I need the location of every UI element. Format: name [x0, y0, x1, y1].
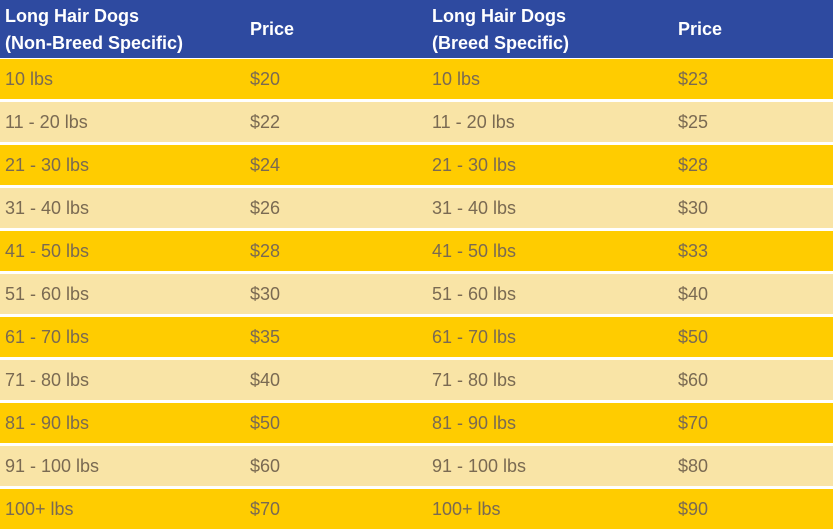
- cell-breed-weight: 100+ lbs: [432, 499, 501, 519]
- cell-non-breed-price: $40: [250, 370, 281, 390]
- cell-breed-weight: 11 - 20 lbs: [432, 112, 515, 132]
- table-row: 61 - 70 lbs $35 61 - 70 lbs $50: [0, 317, 833, 357]
- header-breed-weight: Long Hair Dogs (Breed Specific): [432, 3, 569, 61]
- cell-non-breed-weight: 51 - 60 lbs: [5, 284, 90, 304]
- cell-breed-price: $80: [678, 456, 709, 476]
- cell-breed-price: $33: [678, 241, 709, 261]
- table-row: 11 - 20 lbs $22 11 - 20 lbs $25: [0, 102, 833, 142]
- cell-breed-weight: 81 - 90 lbs: [432, 413, 517, 433]
- table-row: 91 - 100 lbs $60 91 - 100 lbs $80: [0, 446, 833, 486]
- table-header: Long Hair Dogs (Non-Breed Specific) Pric…: [0, 0, 833, 58]
- cell-breed-price: $25: [678, 112, 709, 132]
- cell-non-breed-price: $24: [250, 155, 281, 175]
- cell-non-breed-price: $30: [250, 284, 281, 304]
- cell-non-breed-weight: 21 - 30 lbs: [5, 155, 90, 175]
- cell-non-breed-weight: 41 - 50 lbs: [5, 241, 90, 261]
- cell-non-breed-weight: 10 lbs: [5, 69, 54, 89]
- cell-breed-weight: 61 - 70 lbs: [432, 327, 517, 347]
- cell-non-breed-weight: 81 - 90 lbs: [5, 413, 90, 433]
- cell-non-breed-weight: 31 - 40 lbs: [5, 198, 90, 218]
- table-row: 21 - 30 lbs $24 21 - 30 lbs $28: [0, 145, 833, 185]
- cell-non-breed-weight: 71 - 80 lbs: [5, 370, 90, 390]
- cell-breed-price: $40: [678, 284, 709, 304]
- header-breed-weight-line2: (Breed Specific): [432, 33, 570, 53]
- table-row: 71 - 80 lbs $40 71 - 80 lbs $60: [0, 360, 833, 400]
- cell-breed-weight: 71 - 80 lbs: [432, 370, 517, 390]
- header-non-breed-price: Price: [250, 19, 295, 39]
- cell-breed-price: $50: [678, 327, 709, 347]
- cell-breed-price: $23: [678, 69, 709, 89]
- cell-non-breed-price: $70: [250, 499, 281, 519]
- cell-non-breed-price: $22: [250, 112, 281, 132]
- table-row: 31 - 40 lbs $26 31 - 40 lbs $30: [0, 188, 833, 228]
- cell-non-breed-price: $35: [250, 327, 281, 347]
- cell-breed-weight: 51 - 60 lbs: [432, 284, 517, 304]
- cell-breed-weight: 21 - 30 lbs: [432, 155, 517, 175]
- cell-non-breed-price: $20: [250, 69, 281, 89]
- cell-non-breed-price: $50: [250, 413, 281, 433]
- table-row: 81 - 90 lbs $50 81 - 90 lbs $70: [0, 403, 833, 443]
- cell-breed-weight: 41 - 50 lbs: [432, 241, 517, 261]
- table-row: 51 - 60 lbs $30 51 - 60 lbs $40: [0, 274, 833, 314]
- table-row: 41 - 50 lbs $28 41 - 50 lbs $33: [0, 231, 833, 271]
- table-row: 10 lbs $20 10 lbs $23: [0, 59, 833, 99]
- cell-breed-price: $90: [678, 499, 709, 519]
- table-row: 100+ lbs $70 100+ lbs $90: [0, 489, 833, 529]
- cell-non-breed-price: $60: [250, 456, 281, 476]
- header-non-breed-weight: Long Hair Dogs (Non-Breed Specific): [5, 3, 183, 61]
- cell-breed-price: $70: [678, 413, 709, 433]
- header-non-breed-weight-line2: (Non-Breed Specific): [5, 33, 184, 53]
- header-non-breed-weight-line1: Long Hair Dogs: [5, 6, 139, 26]
- cell-non-breed-weight: 61 - 70 lbs: [5, 327, 90, 347]
- cell-non-breed-price: $28: [250, 241, 281, 261]
- header-breed-weight-line1: Long Hair Dogs: [432, 6, 566, 26]
- cell-non-breed-weight: 100+ lbs: [5, 499, 74, 519]
- cell-breed-price: $28: [678, 155, 709, 175]
- cell-non-breed-weight: 91 - 100 lbs: [5, 456, 100, 476]
- header-breed-price: Price: [678, 19, 723, 39]
- cell-breed-weight: 31 - 40 lbs: [432, 198, 517, 218]
- cell-breed-weight: 91 - 100 lbs: [432, 456, 527, 476]
- cell-breed-price: $60: [678, 370, 709, 390]
- cell-non-breed-weight: 11 - 20 lbs: [5, 112, 88, 132]
- cell-breed-weight: 10 lbs: [432, 69, 481, 89]
- cell-non-breed-price: $26: [250, 198, 281, 218]
- cell-breed-price: $30: [678, 198, 709, 218]
